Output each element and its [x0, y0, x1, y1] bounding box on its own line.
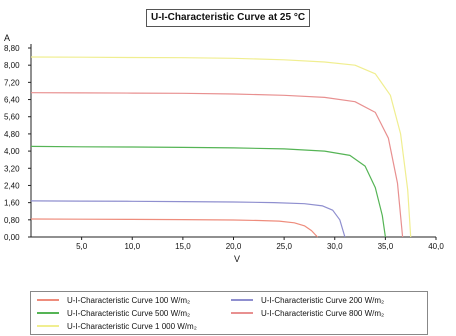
- legend-swatch: [231, 299, 253, 301]
- y-tick-label: 6,40: [4, 96, 20, 105]
- y-tick-label: 7,20: [4, 78, 20, 87]
- chart-plot: 0,00 0,80 1,60 2,40 3,20 4,00 4,80 5,60 6,40 7,20…: [4, 33, 444, 264]
- y-tick-label: 2,40: [4, 181, 20, 190]
- legend-label: U-I-Characteristic Curve 100 W/m₂: [67, 295, 191, 305]
- y-tick-label: 0,80: [4, 216, 20, 225]
- legend-swatch: [37, 312, 59, 314]
- x-tick-label: 30,0: [327, 242, 343, 251]
- y-tick-label: 3,20: [4, 164, 20, 173]
- legend-label: U-I-Characteristic Curve 800 W/m₂: [261, 308, 385, 318]
- series-line-2: [30, 145, 386, 238]
- legend-label: U-I-Characteristic Curve 1 000 W/m₂: [67, 321, 197, 331]
- y-tick-label: 4,80: [4, 130, 20, 139]
- legend-item: U-I-Characteristic Curve 200 W/m₂: [231, 294, 384, 306]
- legend-item: U-I-Characteristic Curve 500 W/m₂: [37, 307, 190, 319]
- x-tick-label: 10,0: [124, 242, 140, 251]
- legend-label: U-I-Characteristic Curve 200 W/m₂: [261, 295, 385, 305]
- y-tick-label: 8,80: [4, 44, 20, 53]
- y-tick-label: 5,60: [4, 113, 20, 122]
- y-tick-label: 8,00: [4, 61, 20, 70]
- x-axis-label: V: [234, 254, 240, 264]
- legend-item: U-I-Characteristic Curve 100 W/m₂: [37, 294, 190, 306]
- y-tick-label: 4,00: [4, 147, 20, 156]
- series-line-4: [30, 56, 412, 238]
- series-lines: [30, 56, 412, 238]
- y-axis-label: A: [4, 33, 10, 43]
- legend-item: U-I-Characteristic Curve 800 W/m₂: [231, 307, 384, 319]
- y-tick-label: 0,00: [4, 233, 20, 242]
- series-line-1: [30, 200, 346, 238]
- x-tick-label: 20,0: [226, 242, 242, 251]
- series-line-3: [30, 92, 404, 238]
- x-tick-label: 25,0: [276, 242, 292, 251]
- x-tick-label: 40,0: [428, 242, 444, 251]
- legend-label: U-I-Characteristic Curve 500 W/m₂: [67, 308, 191, 318]
- legend-swatch: [37, 325, 59, 327]
- chart-title: U-I-Characteristic Curve at 25 °C: [146, 9, 311, 27]
- y-tick-label: 1,60: [4, 199, 20, 208]
- series-line-0: [30, 218, 318, 238]
- legend: U-I-Characteristic Curve 100 W/m₂ U-I-Ch…: [30, 291, 428, 335]
- axes: [30, 44, 436, 238]
- x-tick-label: 15,0: [175, 242, 191, 251]
- x-tick-label: 5,0: [76, 242, 88, 251]
- legend-swatch: [37, 299, 59, 301]
- legend-swatch: [231, 312, 253, 314]
- x-tick-labels: 5,0 10,0 15,0 20,0 25,0 30,0 35,0 40,0: [76, 237, 444, 251]
- y-tick-labels: 0,00 0,80 1,60 2,40 3,20 4,00 4,80 5,60 6,40 7,20…: [4, 44, 31, 242]
- x-tick-label: 35,0: [378, 242, 394, 251]
- legend-item: U-I-Characteristic Curve 1 000 W/m₂: [37, 320, 197, 332]
